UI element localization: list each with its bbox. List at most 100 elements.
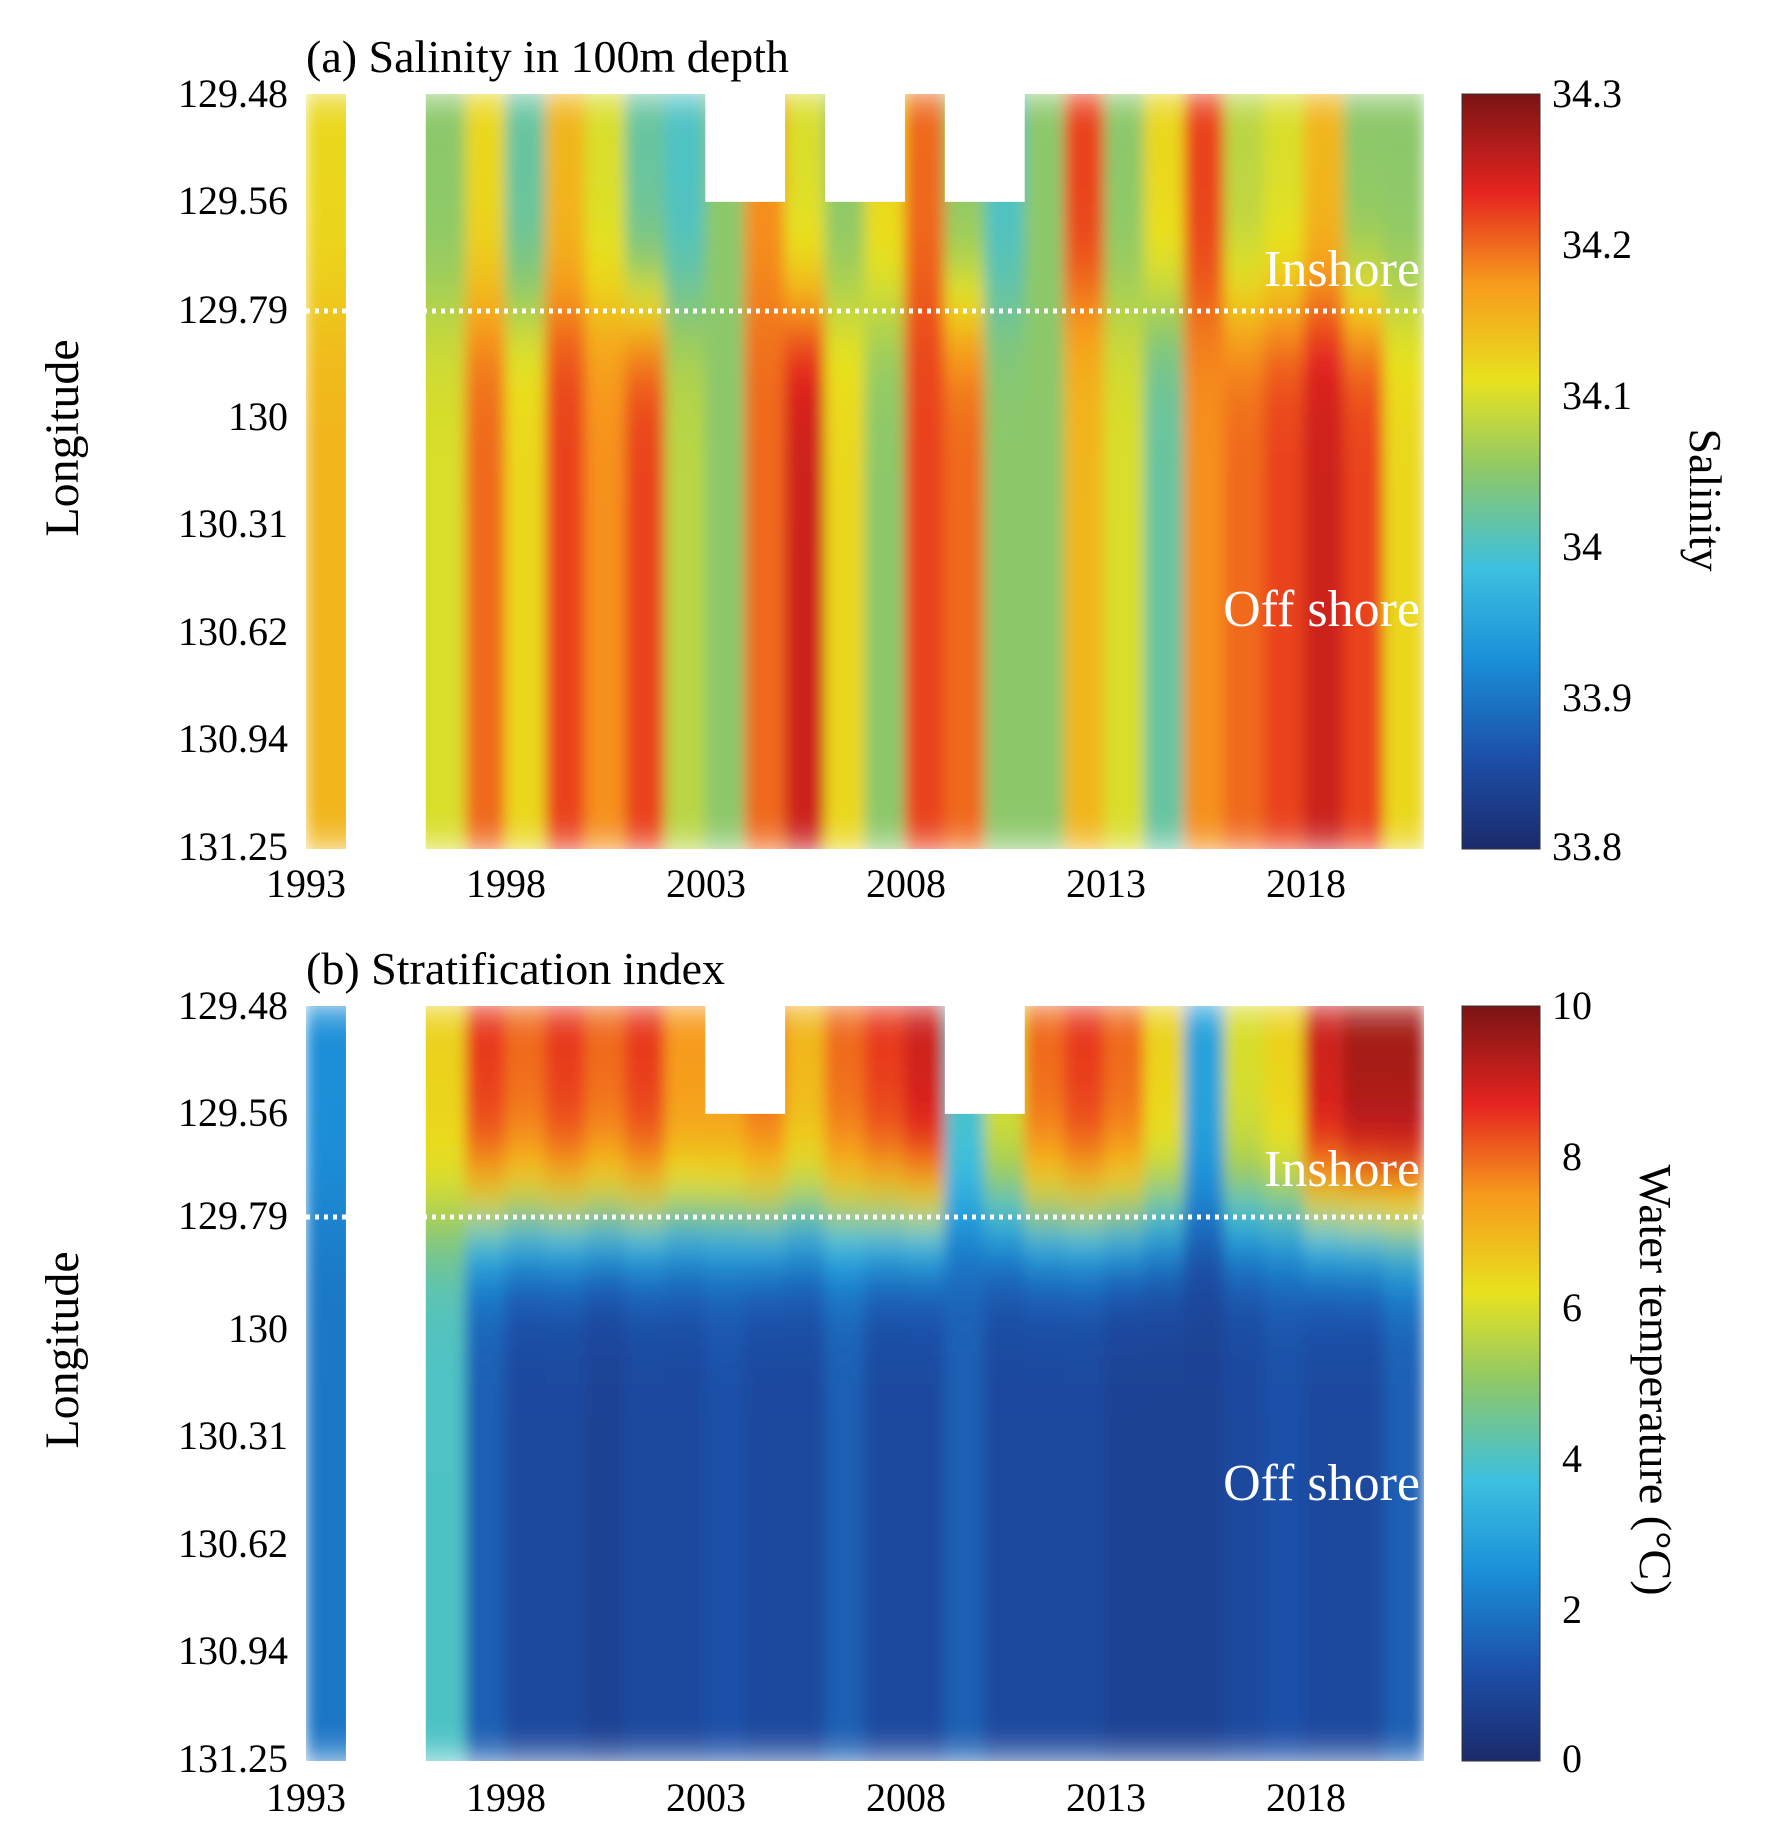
stratification-cell (1104, 1257, 1145, 1290)
stratification-cell (1343, 1603, 1385, 1636)
stratification-cell (984, 1571, 1026, 1605)
salinity-cell (1263, 376, 1305, 410)
salinity-cell (944, 376, 986, 410)
stratification-colorbar-tick: 6 (1562, 1285, 1582, 1330)
stratification-cell (864, 1508, 906, 1542)
salinity-cell (1064, 408, 1106, 441)
stratification-cell (585, 1099, 626, 1133)
salinity-cell (1183, 691, 1225, 724)
salinity-cell (1223, 628, 1265, 661)
stratification-cell (1383, 1099, 1424, 1133)
salinity-cell (864, 345, 906, 378)
stratification-cell (505, 1603, 547, 1636)
salinity-cell (1024, 94, 1066, 126)
stratification-cell (664, 1666, 706, 1699)
stratification-cell (1183, 1320, 1225, 1353)
salinity-cell (505, 565, 547, 598)
salinity-cell (624, 124, 666, 158)
stratification-cell (1223, 1099, 1265, 1133)
stratification-cell (1104, 1068, 1145, 1101)
salinity-cell (1343, 376, 1385, 410)
stratification-cell (1383, 1383, 1424, 1416)
stratification-cell (1383, 1540, 1424, 1573)
stratification-cell (984, 1697, 1026, 1731)
salinity-cell (1263, 502, 1305, 535)
stratification-cell (744, 1477, 786, 1510)
salinity-cell (505, 219, 547, 252)
stratification-cell (984, 1634, 1026, 1668)
stratification-cell (664, 1540, 706, 1573)
salinity-cell (1343, 785, 1385, 819)
stratification-cell (664, 1162, 706, 1196)
salinity-cell (984, 250, 1026, 284)
stratification-cell (1343, 1006, 1385, 1038)
stratification-cell (465, 1634, 507, 1668)
stratification-cell (1223, 1540, 1265, 1573)
stratification-cell (1223, 1383, 1265, 1416)
salinity-cell (664, 187, 706, 221)
stratification-cell (1104, 1099, 1145, 1133)
salinity-x-tick: 2003 (666, 861, 746, 906)
salinity-cell (624, 439, 666, 472)
salinity-cell (904, 754, 946, 787)
stratification-cell (1223, 1006, 1265, 1038)
stratification-cell (465, 1162, 507, 1196)
salinity-cell (824, 313, 866, 347)
stratification-cell (1183, 1634, 1225, 1668)
stratification-cell (545, 1036, 586, 1070)
salinity-cell (984, 754, 1026, 787)
stratification-cell (1383, 1257, 1424, 1290)
salinity-x-tick: 2008 (866, 861, 946, 906)
stratification-cell (864, 1540, 906, 1573)
salinity-cell (704, 785, 746, 819)
stratification-y-tick: 131.25 (178, 1736, 288, 1781)
salinity-cell (1303, 439, 1345, 472)
stratification-cell (1064, 1445, 1106, 1479)
stratification-cell (465, 1320, 507, 1353)
stratification-cell (1263, 1068, 1305, 1101)
stratification-cell (664, 1099, 706, 1133)
salinity-plot-area (306, 94, 1424, 849)
salinity-cell (1144, 124, 1185, 158)
salinity-cell (1144, 502, 1185, 535)
salinity-cell (1343, 219, 1385, 252)
stratification-cell (1263, 1477, 1305, 1510)
stratification-cell (505, 1162, 547, 1196)
salinity-cell (1303, 376, 1345, 410)
stratification-cell (1104, 1320, 1145, 1353)
stratification-cell (585, 1729, 626, 1761)
stratification-cell (1024, 1288, 1066, 1322)
salinity-cell (744, 471, 786, 504)
salinity-cell (784, 785, 826, 819)
stratification-cell (505, 1225, 547, 1259)
salinity-cell (1223, 471, 1265, 504)
stratification-cell (904, 1036, 946, 1070)
stratification-cell (1144, 1729, 1185, 1761)
stratification-cell (1223, 1131, 1265, 1164)
salinity-cell (1183, 565, 1225, 598)
stratification-cell (1104, 1666, 1145, 1699)
stratification-cell (465, 1414, 507, 1447)
salinity-colorbar-label: Salinity (1680, 428, 1731, 571)
salinity-cell (1303, 250, 1345, 284)
salinity-cell (864, 219, 906, 252)
stratification-cell (545, 1225, 586, 1259)
stratification-cell (664, 1634, 706, 1668)
stratification-cell (744, 1508, 786, 1542)
stratification-cell (664, 1351, 706, 1384)
stratification-cell (784, 1288, 826, 1322)
salinity-cell (704, 219, 746, 252)
salinity-cell (864, 313, 906, 347)
salinity-cell (1183, 785, 1225, 819)
stratification-cell (664, 1225, 706, 1259)
stratification-cell (545, 1162, 586, 1196)
stratification-cell (864, 1131, 906, 1164)
salinity-cell (1223, 124, 1265, 158)
salinity-cell (465, 817, 507, 849)
stratification-cell (1303, 1634, 1345, 1668)
salinity-cell (904, 722, 946, 756)
stratification-cell (824, 1383, 866, 1416)
stratification-cell (1144, 1131, 1185, 1164)
stratification-cell (465, 1508, 507, 1542)
stratification-cell (585, 1414, 626, 1447)
